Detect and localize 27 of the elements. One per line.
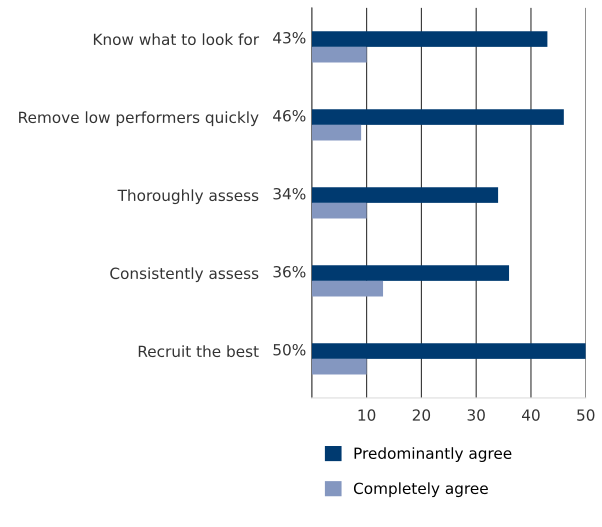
bar	[312, 46, 367, 62]
legend-label: Predominantly agree	[354, 447, 512, 462]
y-tick-label: Thoroughly assess	[118, 189, 258, 204]
x-tick-label: 50	[577, 409, 594, 421]
data-label: 50%	[274, 344, 306, 356]
bar	[312, 202, 367, 218]
bar	[312, 343, 586, 359]
bar	[312, 280, 384, 296]
y-tick-label: Remove low performers quickly	[19, 111, 259, 126]
x-tick-label: 30	[468, 409, 485, 421]
x-tick-label: 10	[358, 409, 376, 421]
y-tick-label: Know what to look for	[94, 33, 260, 46]
data-label: 34%	[273, 188, 306, 200]
data-label: 43%	[273, 32, 306, 44]
bar	[312, 109, 564, 125]
y-tick-label: Consistently assess	[110, 267, 258, 282]
x-tick-label: 20	[412, 409, 430, 421]
data-label: 36%	[273, 266, 306, 278]
bar	[312, 124, 362, 140]
x-tick-label: 40	[522, 409, 540, 421]
bar	[312, 31, 548, 47]
bar	[312, 265, 510, 281]
data-label: 46%	[273, 110, 306, 122]
bar	[312, 358, 367, 374]
bar	[312, 187, 498, 203]
legend-label: Completely agree	[354, 482, 488, 498]
y-tick-label: Recruit the best	[138, 345, 259, 358]
